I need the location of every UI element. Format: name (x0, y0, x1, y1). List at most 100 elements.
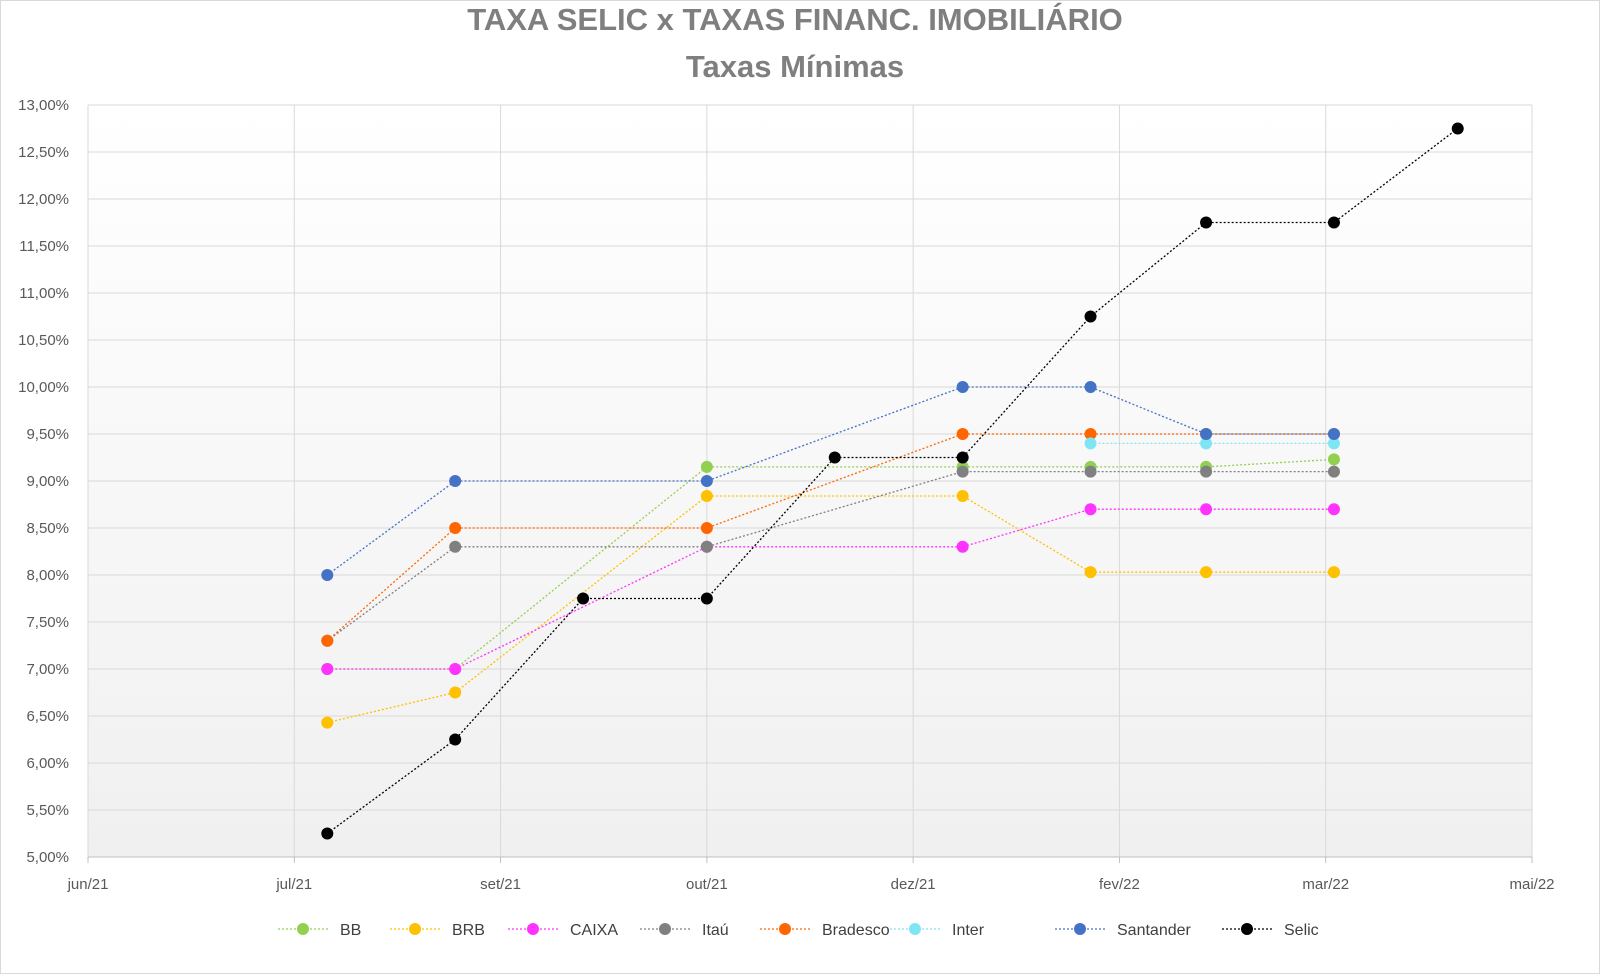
data-point (956, 465, 969, 478)
data-point (1084, 437, 1097, 450)
data-point (700, 490, 713, 503)
data-point (1200, 566, 1213, 579)
data-point (449, 733, 462, 746)
legend-label: BRB (452, 922, 485, 939)
data-point (1200, 465, 1213, 478)
data-point (321, 569, 334, 581)
legend-label: CAIXA (570, 922, 618, 939)
data-point (321, 716, 334, 729)
legend-marker (1074, 923, 1086, 935)
series-inter (1084, 437, 1340, 450)
y-tick-label: 6,00% (26, 755, 69, 772)
series-selic (321, 122, 1464, 840)
x-tick-label: out/21 (686, 876, 728, 893)
data-point (1327, 453, 1340, 466)
data-point (1084, 310, 1097, 323)
series-line (326, 127, 1459, 835)
chart-subtitle: Taxas Mínimas (686, 49, 904, 84)
data-point (1084, 566, 1097, 579)
data-point (1327, 465, 1340, 478)
legend-item-caixa: CAIXA (508, 922, 618, 939)
x-tick-label: fev/22 (1099, 876, 1140, 893)
legend-marker (659, 923, 671, 935)
legend-marker (409, 923, 421, 935)
data-point (1084, 465, 1097, 478)
y-tick-label: 9,50% (26, 426, 69, 443)
legend-label: BB (340, 922, 361, 939)
legend-item-selic: Selic (1222, 922, 1319, 939)
legend-label: Inter (952, 922, 985, 939)
legend-marker (527, 923, 539, 935)
legend-marker (779, 923, 791, 935)
y-tick-label: 8,50% (26, 520, 69, 537)
legend-item-bb: BB (278, 922, 361, 939)
data-point (956, 451, 969, 464)
data-point (956, 428, 969, 440)
y-tick-label: 5,00% (26, 849, 69, 866)
data-point (1451, 122, 1464, 135)
x-tick-label: jul/21 (275, 876, 312, 893)
data-point (700, 540, 713, 553)
legend-item-bradesco: Bradesco (760, 922, 890, 939)
x-tick-label: mai/22 (1509, 876, 1554, 893)
data-point (449, 475, 462, 487)
y-tick-label: 10,00% (18, 379, 69, 396)
data-point (956, 490, 969, 503)
data-point (449, 686, 462, 699)
data-point (1200, 428, 1213, 440)
y-tick-label: 10,50% (18, 332, 69, 349)
chart-title: TAXA SELIC x TAXAS FINANC. IMOBILIÁRIO (467, 2, 1123, 37)
data-point (449, 540, 462, 553)
y-tick-label: 9,00% (26, 473, 69, 490)
data-point (956, 381, 969, 393)
y-tick-label: 13,00% (18, 97, 69, 114)
data-point (577, 592, 590, 605)
data-point (321, 663, 334, 675)
legend-item-inter: Inter (890, 922, 985, 939)
data-point (700, 475, 713, 487)
y-tick-label: 8,00% (26, 567, 69, 584)
data-point (700, 522, 713, 534)
y-tick-label: 11,50% (19, 238, 69, 255)
data-point (321, 634, 334, 647)
data-point (1327, 437, 1340, 450)
data-point (1327, 216, 1340, 229)
y-tick-label: 7,00% (26, 661, 69, 678)
series-itaú (321, 465, 1340, 647)
x-tick-label: jun/21 (67, 876, 109, 893)
series-brb (321, 490, 1340, 729)
y-tick-label: 11,00% (19, 285, 69, 302)
legend-item-santander: Santander (1055, 922, 1192, 939)
legend-label: Bradesco (822, 922, 890, 939)
data-point (1327, 428, 1340, 440)
y-tick-label: 6,50% (26, 708, 69, 725)
data-point (321, 827, 334, 840)
data-point (1327, 503, 1340, 516)
data-point (1200, 216, 1213, 229)
legend-marker (1241, 923, 1253, 935)
legend-label: Itaú (702, 922, 729, 939)
x-tick-label: set/21 (480, 876, 521, 893)
data-point (449, 663, 462, 675)
data-point (700, 592, 713, 605)
data-point (1084, 428, 1097, 440)
legend-marker (297, 923, 309, 935)
y-tick-label: 5,50% (26, 802, 69, 819)
data-point (956, 540, 969, 553)
data-point (828, 451, 841, 464)
data-point (1084, 381, 1097, 393)
legend-item-itaú: Itaú (640, 922, 729, 939)
y-tick-label: 7,50% (26, 614, 69, 631)
legend-label: Santander (1117, 922, 1192, 939)
x-tick-label: dez/21 (891, 876, 936, 893)
x-tick-label: mar/22 (1302, 876, 1349, 893)
legend-item-brb: BRB (390, 922, 485, 939)
data-point (1084, 503, 1097, 516)
data-point (700, 460, 713, 473)
data-point (1327, 566, 1340, 579)
legend-marker (909, 923, 921, 935)
data-point (1200, 503, 1213, 516)
series-caixa (321, 503, 1340, 675)
y-tick-label: 12,50% (18, 144, 69, 161)
